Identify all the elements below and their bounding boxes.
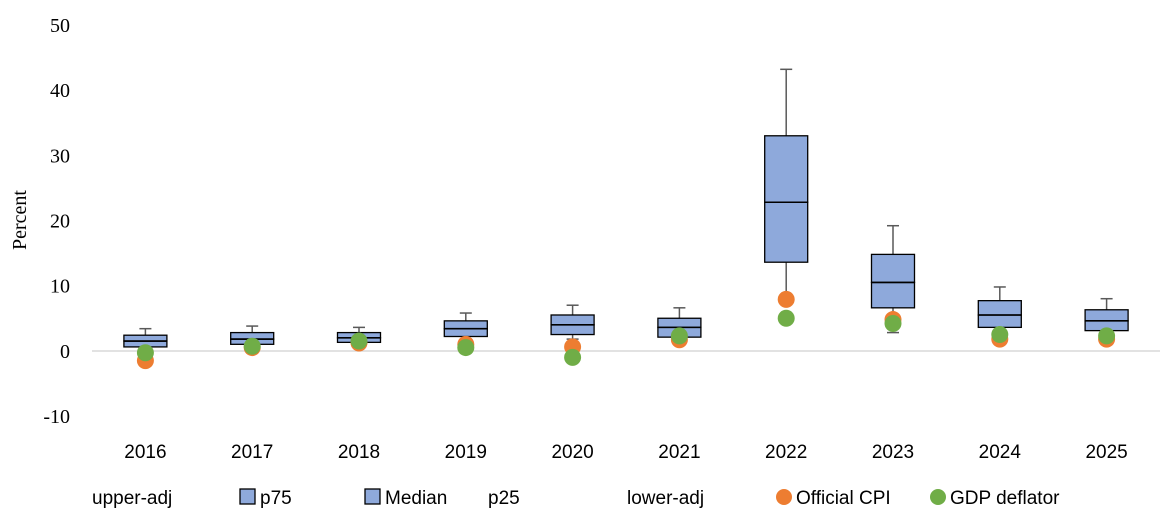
- y-tick-label: 30: [50, 145, 70, 167]
- gdp-deflator-point: [136, 344, 154, 362]
- legend-swatch: [776, 489, 792, 505]
- y-tick-label: 0: [60, 341, 70, 363]
- gdp-deflator-point: [350, 332, 368, 350]
- legend-label: Official CPI: [796, 488, 891, 509]
- legend-label: upper-adj: [92, 488, 172, 509]
- x-tick-label: 2016: [124, 442, 166, 463]
- gdp-deflator-point: [564, 348, 582, 366]
- box-lower-half: [764, 201, 809, 263]
- gdp-deflator-point: [670, 327, 688, 345]
- y-tick-label: -10: [43, 406, 70, 428]
- legend-swatch: [930, 489, 946, 505]
- legend-label: lower-adj: [627, 488, 704, 509]
- scatter-points: [136, 290, 1116, 370]
- boxes: [123, 68, 1129, 348]
- box-lower-half: [870, 281, 916, 309]
- x-tick-label: 2019: [445, 442, 487, 463]
- legend-label: p25: [488, 488, 520, 509]
- legend-label: p75: [260, 488, 292, 509]
- y-tick-label: 10: [50, 276, 70, 298]
- box-upper-half: [870, 253, 916, 284]
- x-axis-ticks: 2016 2017 2018 2019 2020 2021 2022 2023 2024 2025: [124, 442, 1127, 463]
- legend-label: Median: [385, 488, 447, 509]
- box-2023: [870, 224, 916, 334]
- y-tick-label: 40: [50, 80, 70, 102]
- box-2022: [764, 68, 809, 301]
- legend-item-p75: p75: [239, 488, 292, 509]
- official-cpi-point: [777, 290, 795, 308]
- gdp-deflator-point: [457, 339, 475, 357]
- y-tick-label: 20: [50, 211, 70, 233]
- gdp-deflator-point: [884, 314, 902, 332]
- box-upper-half: [550, 314, 595, 326]
- legend-item-gdp-deflator: GDP deflator: [930, 488, 1060, 509]
- legend-item-median: Median: [364, 488, 447, 509]
- legend-item-lower-adj: lower-adj: [627, 488, 704, 509]
- box-upper-half: [764, 135, 809, 203]
- box-lower-half: [550, 324, 595, 336]
- y-tick-label: 50: [50, 15, 70, 37]
- x-tick-label: 2021: [658, 442, 700, 463]
- legend: upper-adj p75 Median p25 lower-adj Official C…: [92, 488, 1060, 509]
- x-tick-label: 2020: [551, 442, 593, 463]
- box-2024: [977, 286, 1022, 336]
- gdp-deflator-point: [991, 326, 1009, 344]
- legend-swatch: [364, 488, 381, 505]
- gdp-deflator-point: [777, 309, 795, 327]
- box-upper-half: [657, 317, 702, 329]
- legend-item-upper-adj: upper-adj: [92, 488, 172, 509]
- x-tick-label: 2017: [231, 442, 273, 463]
- box-lower-half: [443, 328, 488, 338]
- x-tick-label: 2018: [338, 442, 380, 463]
- x-tick-label: 2023: [872, 442, 914, 463]
- gdp-deflator-point: [1098, 327, 1116, 345]
- gdp-deflator-point: [243, 337, 261, 355]
- box-2020: [550, 304, 595, 340]
- box-2016: [123, 327, 168, 348]
- legend-label: GDP deflator: [950, 488, 1060, 509]
- x-tick-label: 2022: [765, 442, 807, 463]
- y-axis-label: Percent: [9, 190, 31, 250]
- y-axis-ticks: 50 40 30 20 10 0 -10: [43, 15, 70, 428]
- box-upper-half: [123, 334, 168, 342]
- box-upper-half: [443, 320, 488, 330]
- x-tick-label: 2025: [1085, 442, 1127, 463]
- legend-swatch: [239, 488, 256, 505]
- box-upper-half: [977, 300, 1022, 316]
- legend-item-p25: p25: [488, 488, 520, 509]
- box-upper-half: [1084, 309, 1129, 322]
- box-lower-half: [977, 314, 1022, 329]
- x-tick-label: 2024: [979, 442, 1022, 463]
- legend-item-official-cpi: Official CPI: [776, 488, 891, 509]
